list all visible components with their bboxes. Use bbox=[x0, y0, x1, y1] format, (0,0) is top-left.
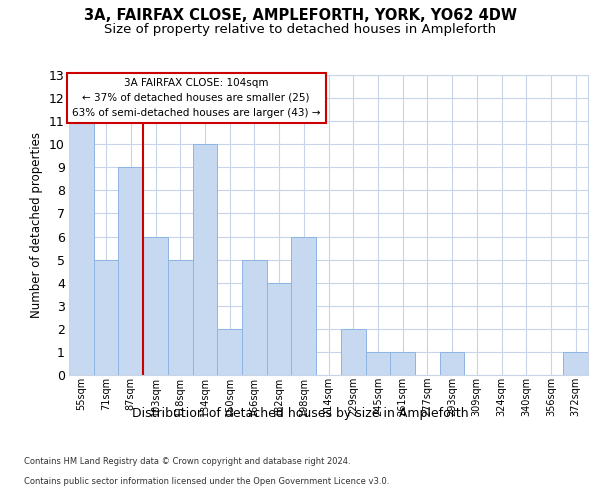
Bar bbox=[292, 236, 316, 375]
Bar bbox=[563, 352, 588, 375]
Bar bbox=[168, 260, 193, 375]
Y-axis label: Number of detached properties: Number of detached properties bbox=[31, 132, 43, 318]
Bar bbox=[390, 352, 415, 375]
Bar bbox=[267, 282, 292, 375]
Bar bbox=[242, 260, 267, 375]
Text: Contains public sector information licensed under the Open Government Licence v3: Contains public sector information licen… bbox=[24, 478, 389, 486]
Bar bbox=[365, 352, 390, 375]
Text: 3A, FAIRFAX CLOSE, AMPLEFORTH, YORK, YO62 4DW: 3A, FAIRFAX CLOSE, AMPLEFORTH, YORK, YO6… bbox=[83, 8, 517, 22]
Bar bbox=[69, 121, 94, 375]
Bar bbox=[341, 329, 365, 375]
Bar bbox=[118, 168, 143, 375]
Text: Distribution of detached houses by size in Ampleforth: Distribution of detached houses by size … bbox=[131, 408, 469, 420]
Text: Size of property relative to detached houses in Ampleforth: Size of property relative to detached ho… bbox=[104, 22, 496, 36]
Bar bbox=[94, 260, 118, 375]
Text: 3A FAIRFAX CLOSE: 104sqm
← 37% of detached houses are smaller (25)
63% of semi-d: 3A FAIRFAX CLOSE: 104sqm ← 37% of detach… bbox=[72, 78, 320, 118]
Bar bbox=[193, 144, 217, 375]
Text: Contains HM Land Registry data © Crown copyright and database right 2024.: Contains HM Land Registry data © Crown c… bbox=[24, 458, 350, 466]
Bar bbox=[440, 352, 464, 375]
Bar bbox=[143, 236, 168, 375]
Bar bbox=[217, 329, 242, 375]
